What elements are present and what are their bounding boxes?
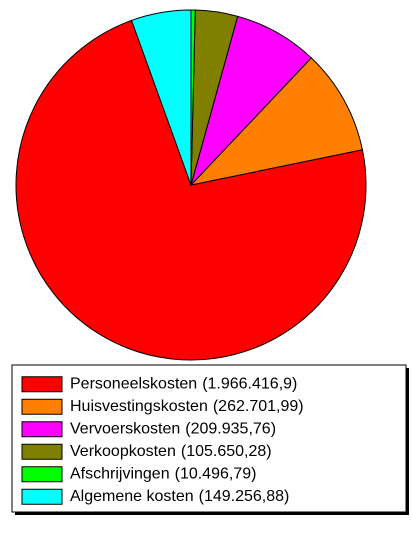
legend-name: Algemene kosten — [70, 488, 194, 505]
legend-name: Personeelskosten — [70, 375, 197, 392]
pie-slice — [189, 57, 364, 186]
legend-value: (1.966.416,9) — [202, 375, 297, 392]
legend-swatch — [21, 466, 63, 483]
legend-name: Verkoopkosten — [70, 443, 176, 460]
legend-label: Vervoerskosten (209.935,76) — [70, 420, 276, 437]
legend-name: Vervoerskosten — [70, 420, 180, 437]
legend-value: (10.496,79) — [175, 465, 257, 482]
legend-name: Huisvestingskosten — [70, 398, 208, 415]
legend-value: (105.650,28) — [181, 443, 272, 460]
pie-slice — [15, 19, 367, 361]
legend-value: (262.701,99) — [213, 398, 304, 415]
pie-slice — [130, 9, 192, 186]
legend-value: (149.256,88) — [199, 488, 290, 505]
legend-label: Afschrijvingen (10.496,79) — [70, 465, 256, 482]
legend-swatch — [21, 421, 63, 438]
legend-value: (209.935,76) — [185, 420, 276, 437]
legend-label: Algemene kosten (149.256,88) — [70, 488, 289, 505]
legend-swatch — [21, 488, 63, 505]
legend-swatch — [21, 398, 63, 415]
legend-swatch — [21, 443, 63, 460]
legend-label: Huisvestingskosten (262.701,99) — [70, 398, 304, 415]
legend-box — [11, 364, 407, 513]
legend-name: Afschrijvingen — [70, 465, 170, 482]
legend-label: Personeelskosten (1.966.416,9) — [70, 375, 297, 392]
legend-label: Verkoopkosten (105.650,28) — [70, 443, 272, 460]
legend-swatch — [21, 376, 63, 393]
